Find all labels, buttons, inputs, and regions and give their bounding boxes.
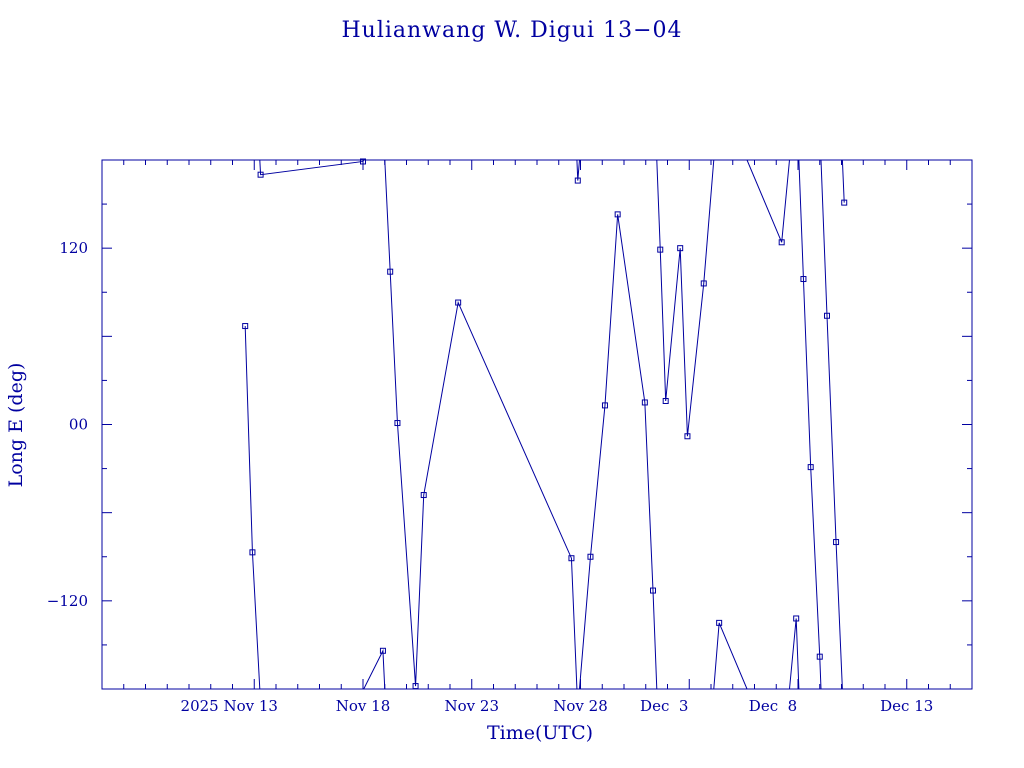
x-axis: 2025 Nov 13 Nov 18 Nov 23 Nov 28 Dec 3 Dec 8 D… [123, 160, 951, 715]
x-tick-label: Dec 3 [640, 697, 688, 715]
data-point [807, 464, 814, 471]
x-tick-label: Nov 18 [336, 697, 391, 715]
data-point [650, 587, 656, 594]
y-tick-label: 120 [59, 239, 88, 257]
data-point [657, 246, 664, 253]
plot-area [242, 158, 848, 690]
data-point [257, 171, 264, 178]
data-point [455, 299, 462, 306]
x-tick-label: Nov 23 [445, 697, 500, 715]
data-point [824, 312, 830, 319]
data-point [412, 683, 419, 690]
data-point [793, 615, 800, 622]
data-point [601, 402, 608, 409]
x-tick-label: Dec 8 [749, 697, 797, 715]
data-point [641, 399, 648, 406]
data-point [662, 397, 669, 404]
data-point [778, 239, 785, 246]
y-tick-label: 00 [69, 416, 88, 434]
data-point [387, 268, 394, 275]
data-point [394, 420, 401, 427]
y-axis: −120 00 120 [47, 203, 972, 646]
data-point [568, 555, 575, 562]
y-tick-label: −120 [47, 592, 88, 610]
x-tick-label: 2025 Nov 13 [181, 697, 278, 715]
data-point [800, 276, 807, 283]
data-point [716, 619, 723, 626]
chart-title: Hulianwang W. Digui 13−04 [341, 18, 682, 43]
data-point [242, 323, 249, 330]
data-point [816, 653, 823, 660]
data-point [700, 280, 707, 287]
series-line [244, 160, 845, 689]
plot-frame [101, 159, 973, 690]
data-point [677, 245, 684, 252]
data-point [360, 158, 366, 165]
data-point [841, 199, 848, 206]
x-axis-label: Time(UTC) [487, 722, 593, 744]
data-point [574, 177, 581, 184]
x-tick-label: Nov 28 [553, 697, 608, 715]
data-point [614, 211, 621, 218]
data-point [587, 553, 594, 560]
y-axis-label: Long E (deg) [5, 363, 27, 488]
data-point [833, 539, 840, 546]
data-point [420, 492, 427, 499]
data-point [684, 433, 691, 440]
data-point [379, 647, 386, 654]
x-tick-label: Dec 13 [880, 697, 933, 715]
data-point [249, 549, 256, 556]
